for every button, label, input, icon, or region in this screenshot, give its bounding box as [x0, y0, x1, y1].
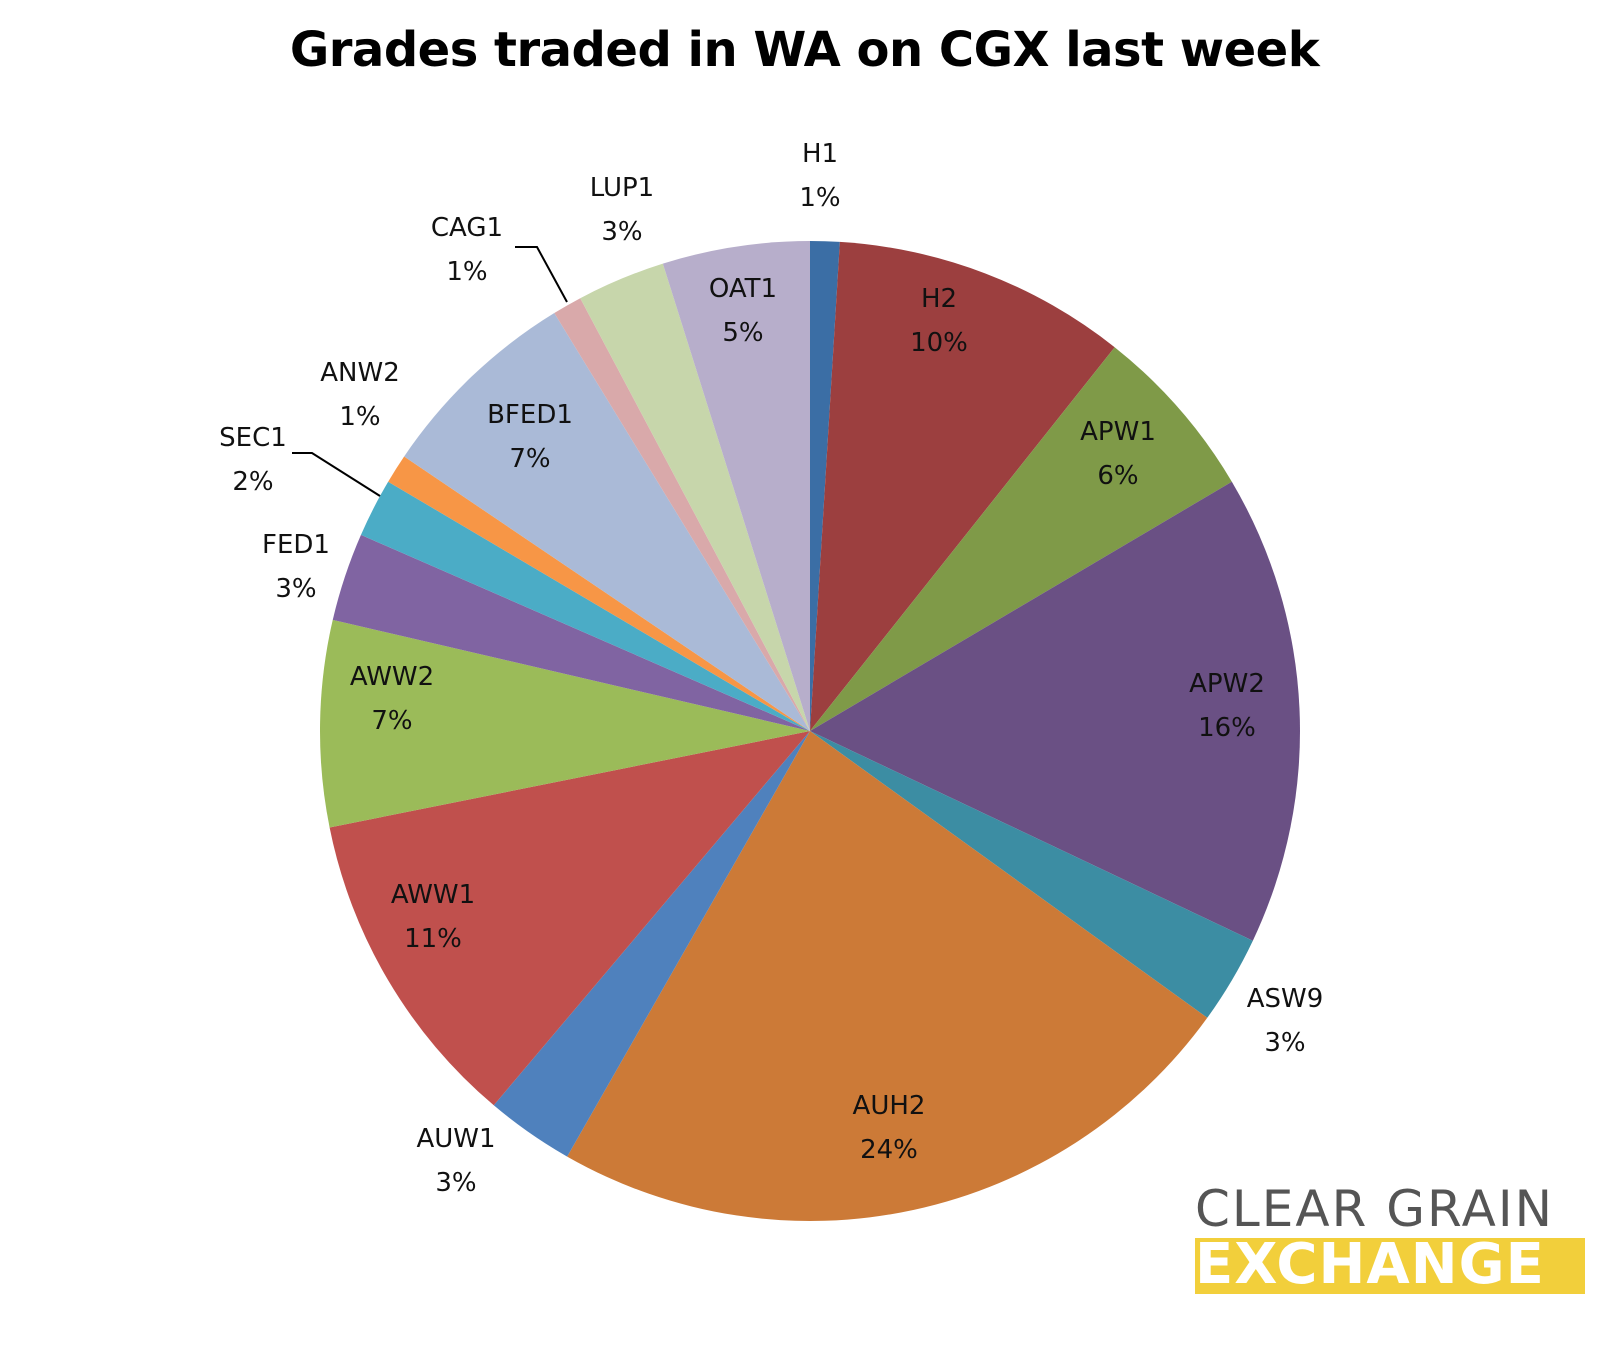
pie-slice-h2 — [810, 241, 1115, 731]
pie-slice-anw2 — [388, 456, 810, 731]
pie-slice-h1 — [810, 241, 840, 731]
slice-percent-auw1: 3% — [435, 1168, 476, 1198]
slice-percent-fed1: 3% — [275, 574, 316, 604]
slice-label-cag1: CAG1 — [431, 213, 503, 243]
slice-label-aww2: AWW2 — [350, 662, 434, 692]
slice-percent-oat1: 5% — [722, 318, 763, 348]
slice-percent-bfed1: 7% — [509, 444, 550, 474]
slice-percent-cag1: 1% — [446, 257, 487, 287]
pie-slice-asw9 — [810, 731, 1253, 1018]
pie-slice-auw1 — [493, 731, 810, 1157]
logo-text-line2: EXCHANGE — [1195, 1232, 1545, 1297]
slice-percent-sec1: 2% — [232, 467, 273, 497]
slice-label-sec1: SEC1 — [219, 423, 287, 453]
slice-label-asw9: ASW9 — [1247, 984, 1324, 1014]
slice-label-fed1: FED1 — [262, 530, 330, 560]
pie-slice-bfed1 — [404, 313, 810, 731]
slice-label-bfed1: BFED1 — [487, 400, 573, 430]
slice-label-lup1: LUP1 — [590, 173, 654, 203]
pie-slice-oat1 — [662, 241, 810, 731]
slice-percent-aww2: 7% — [371, 706, 412, 736]
logo-text-line1: CLEAR GRAIN — [1195, 1180, 1555, 1238]
slice-label-oat1: OAT1 — [709, 274, 777, 304]
slice-label-auw1: AUW1 — [416, 1124, 495, 1154]
slice-label-anw2: ANW2 — [320, 358, 400, 388]
clear-grain-exchange-logo: CLEAR GRAIN EXCHANGE — [1195, 1180, 1585, 1297]
slice-percent-apw2: 16% — [1198, 713, 1256, 743]
pie-slice-apw1 — [810, 347, 1232, 731]
slice-percent-auh2: 24% — [860, 1135, 918, 1165]
pie-slice-sec1 — [360, 481, 810, 731]
slice-label-aww1: AWW1 — [391, 880, 475, 910]
slice-percent-aww1: 11% — [404, 924, 462, 954]
leader-line-sec1 — [292, 452, 381, 497]
leader-line-cag1 — [515, 246, 568, 303]
slice-label-h1: H1 — [802, 139, 838, 169]
slice-label-auh2: AUH2 — [853, 1091, 926, 1121]
slice-percent-asw9: 3% — [1264, 1028, 1305, 1058]
pie-slice-cag1 — [554, 298, 810, 731]
slice-label-apw1: APW1 — [1080, 417, 1156, 447]
pie-slice-lup1 — [580, 263, 810, 731]
pie-slice-aww1 — [329, 731, 810, 1106]
slice-percent-anw2: 1% — [339, 402, 380, 432]
pie-slice-auh2 — [567, 731, 1208, 1221]
slice-label-apw2: APW2 — [1189, 669, 1265, 699]
pie-slice-fed1 — [332, 534, 810, 731]
slice-percent-h1: 1% — [799, 183, 840, 213]
slice-label-h2: H2 — [921, 284, 957, 314]
slice-percent-h2: 10% — [910, 328, 968, 358]
slice-percent-lup1: 3% — [601, 217, 642, 247]
pie-slice-apw2 — [810, 481, 1300, 941]
pie-slice-aww2 — [319, 619, 810, 828]
logo-banner: EXCHANGE — [1195, 1232, 1585, 1297]
chart-title: Grades traded in WA on CGX last week — [289, 22, 1320, 78]
slice-percent-apw1: 6% — [1097, 461, 1138, 491]
